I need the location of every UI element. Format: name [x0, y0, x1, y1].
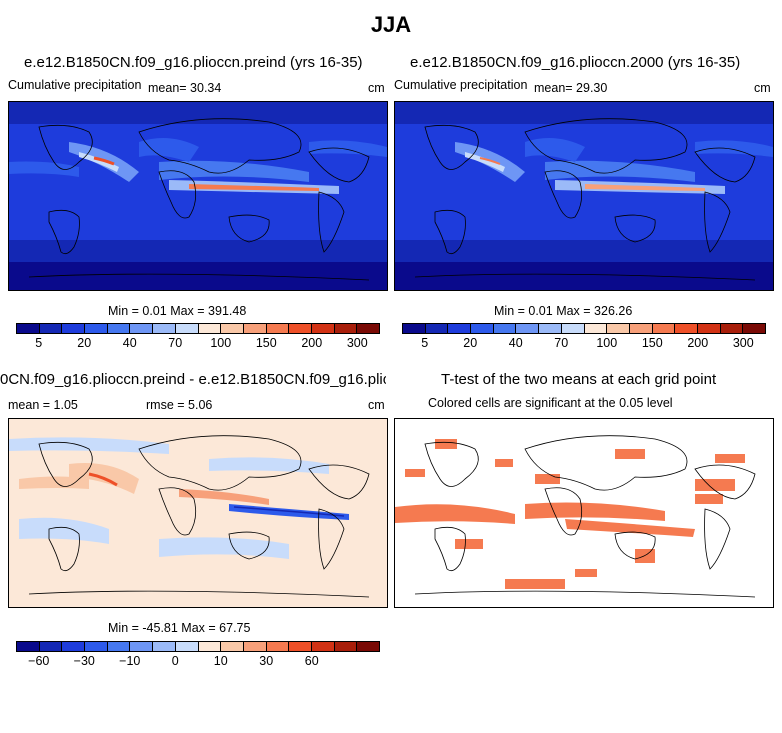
panel3-rmse: rmse = 5.06 — [146, 398, 213, 412]
panel1-colorbar — [16, 323, 380, 334]
panel1-mean: mean= 30.34 — [148, 81, 222, 95]
colorbar-swatch — [85, 642, 108, 651]
panel3-title: 0CN.f09_g16.plioccn.preind - e.e12.B1850… — [0, 371, 386, 388]
colorbar-tick-label: 300 — [732, 336, 754, 350]
colorbar-swatch — [539, 324, 562, 333]
colorbar-swatch — [17, 324, 40, 333]
colorbar-tick-label: 100 — [596, 336, 618, 350]
colorbar-swatch — [403, 324, 426, 333]
colorbar-tick-label: 70 — [554, 336, 569, 350]
panel1-title: e.e12.B1850CN.f09_g16.plioccn.preind (yr… — [24, 54, 363, 71]
colorbar-swatch — [153, 324, 176, 333]
colorbar-tick-label: −30 — [73, 654, 95, 668]
colorbar-tick-label: 10 — [213, 654, 228, 668]
colorbar-swatch — [62, 324, 86, 333]
colorbar-swatch — [153, 642, 176, 651]
panel2-minmax: Min = 0.01 Max = 326.26 — [494, 304, 633, 318]
colorbar-swatch — [62, 642, 86, 651]
panel2-colorbar — [402, 323, 766, 334]
colorbar-swatch — [85, 324, 108, 333]
colorbar-swatch — [17, 642, 40, 651]
colorbar-swatch — [357, 642, 379, 651]
colorbar-swatch — [130, 324, 154, 333]
colorbar-tick-label: 30 — [259, 654, 274, 668]
panel1-map — [8, 101, 388, 291]
colorbar-tick-label: −60 — [28, 654, 50, 668]
colorbar-tick-label: 300 — [346, 336, 368, 350]
colorbar-swatch — [39, 642, 63, 651]
colorbar-swatch — [561, 324, 585, 333]
colorbar-tick-label: 0 — [171, 654, 179, 668]
colorbar-swatch — [516, 324, 540, 333]
panel2-mean: mean= 29.30 — [534, 81, 608, 95]
colorbar-swatch — [243, 324, 267, 333]
colorbar-swatch — [221, 324, 244, 333]
panel4-subtitle: Colored cells are significant at the 0.0… — [428, 396, 673, 410]
panel4-title: T-test of the two means at each grid poi… — [441, 371, 717, 388]
figure-title: JJA — [370, 12, 412, 37]
colorbar-swatch — [448, 324, 472, 333]
colorbar-swatch — [471, 324, 494, 333]
colorbar-swatch — [743, 324, 765, 333]
colorbar-swatch — [697, 324, 721, 333]
panel3-colorbar — [16, 641, 380, 652]
colorbar-swatch — [266, 642, 290, 651]
panel3-units: cm — [368, 398, 385, 412]
colorbar-tick-label: 200 — [301, 336, 323, 350]
colorbar-tick-label: 5 — [35, 336, 43, 350]
colorbar-tick-label: 40 — [508, 336, 523, 350]
colorbar-swatch — [39, 324, 63, 333]
colorbar-swatch — [675, 324, 698, 333]
colorbar-swatch — [357, 324, 379, 333]
colorbar-swatch — [584, 324, 608, 333]
panel2-units: cm — [754, 81, 771, 95]
colorbar-tick-label: 200 — [687, 336, 709, 350]
colorbar-tick-label: 70 — [168, 336, 183, 350]
colorbar-swatch — [107, 324, 131, 333]
colorbar-tick-label: 60 — [304, 654, 319, 668]
colorbar-tick-label: 150 — [641, 336, 663, 350]
colorbar-swatch — [289, 642, 312, 651]
colorbar-swatch — [198, 324, 222, 333]
colorbar-swatch — [334, 642, 358, 651]
colorbar-tick-label: 40 — [122, 336, 137, 350]
colorbar-swatch — [720, 324, 744, 333]
colorbar-swatch — [243, 642, 267, 651]
colorbar-swatch — [130, 642, 154, 651]
colorbar-swatch — [289, 324, 312, 333]
panel3-minmax: Min = -45.81 Max = 67.75 — [108, 621, 251, 635]
colorbar-tick-label: 5 — [421, 336, 429, 350]
colorbar-swatch — [629, 324, 653, 333]
panel2-title: e.e12.B1850CN.f09_g16.plioccn.2000 (yrs … — [410, 54, 741, 71]
colorbar-swatch — [311, 324, 335, 333]
panel2-variable-label: Cumulative precipitation — [394, 78, 528, 92]
colorbar-swatch — [175, 324, 199, 333]
colorbar-tick-label: −10 — [119, 654, 141, 668]
colorbar-tick-label: 20 — [77, 336, 92, 350]
panel1-units: cm — [368, 81, 385, 95]
panel1-minmax: Min = 0.01 Max = 391.48 — [108, 304, 247, 318]
colorbar-swatch — [334, 324, 358, 333]
panel4-map — [394, 418, 774, 608]
panel1-variable-label: Cumulative precipitation — [8, 78, 142, 92]
panel3-mean: mean = 1.05 — [8, 398, 78, 412]
colorbar-tick-label: 20 — [463, 336, 478, 350]
colorbar-swatch — [198, 642, 222, 651]
colorbar-swatch — [607, 324, 630, 333]
panel2-map — [394, 101, 774, 291]
colorbar-swatch — [652, 324, 676, 333]
colorbar-swatch — [493, 324, 517, 333]
colorbar-tick-label: 150 — [255, 336, 277, 350]
colorbar-tick-label: 100 — [210, 336, 232, 350]
colorbar-swatch — [266, 324, 290, 333]
colorbar-swatch — [175, 642, 199, 651]
colorbar-swatch — [425, 324, 449, 333]
colorbar-swatch — [311, 642, 335, 651]
colorbar-swatch — [221, 642, 244, 651]
colorbar-swatch — [107, 642, 131, 651]
panel3-map — [8, 418, 388, 608]
